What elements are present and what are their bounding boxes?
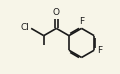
Text: F: F	[97, 46, 102, 55]
Text: F: F	[79, 17, 84, 26]
Text: O: O	[53, 8, 60, 17]
Text: Cl: Cl	[21, 23, 30, 32]
